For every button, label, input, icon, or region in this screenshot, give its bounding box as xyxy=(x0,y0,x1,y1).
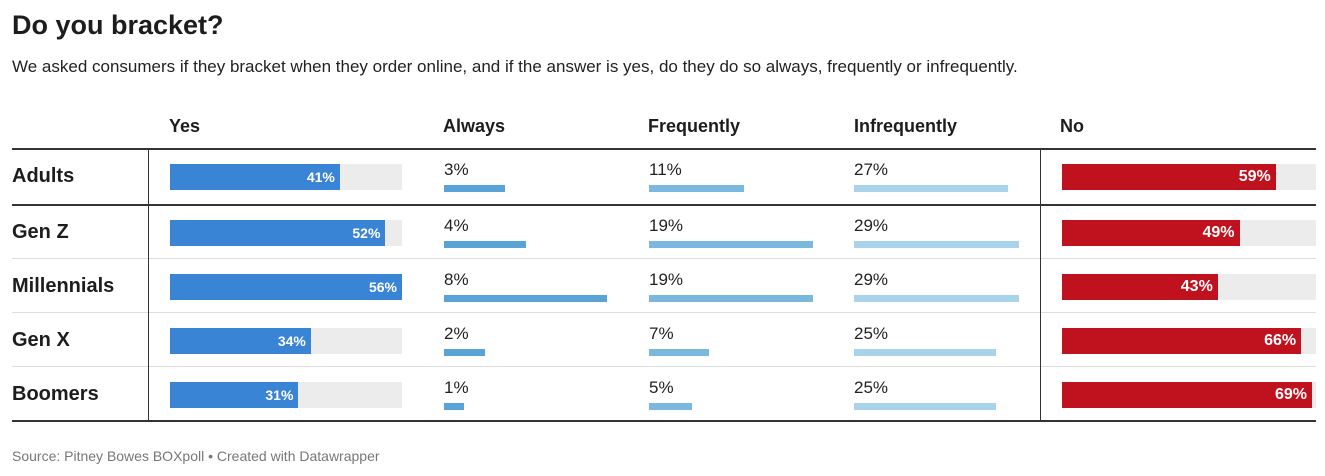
always-value: 3% xyxy=(444,160,469,179)
no-bar-track: 69% xyxy=(1062,382,1316,408)
always-value: 1% xyxy=(444,378,469,397)
frequently-bar xyxy=(649,185,744,192)
always-bar xyxy=(444,241,526,248)
yes-bar-label: 34% xyxy=(277,333,306,349)
column-divider xyxy=(1040,148,1041,422)
yes-bar-label: 52% xyxy=(352,225,381,241)
no-bar-track: 59% xyxy=(1062,164,1316,190)
infrequently-value: 25% xyxy=(854,378,889,397)
infrequently-value: 27% xyxy=(854,160,889,179)
yes-bar: 41% xyxy=(170,164,340,190)
infrequently-bar xyxy=(854,403,997,410)
header-rule xyxy=(12,148,1316,150)
always-value: 4% xyxy=(444,216,469,235)
yes-bar-label: 56% xyxy=(368,279,397,295)
infrequently-bar xyxy=(854,349,997,356)
row-rule xyxy=(12,366,1316,367)
row-label: Adults xyxy=(12,165,75,187)
yes-bar-track: 56% xyxy=(170,274,402,300)
yes-bar: 56% xyxy=(170,274,402,300)
header-frequently: Frequently xyxy=(648,116,741,136)
yes-bar-track: 34% xyxy=(170,328,402,354)
always-bar xyxy=(444,295,607,302)
always-value: 2% xyxy=(444,324,469,343)
frequently-value: 19% xyxy=(649,216,684,235)
header-always: Always xyxy=(443,116,506,136)
frequently-bar xyxy=(649,349,710,356)
infrequently-value: 29% xyxy=(854,270,889,289)
no-bar-label: 66% xyxy=(1264,332,1297,349)
no-bar: 66% xyxy=(1062,328,1302,354)
no-bar: 59% xyxy=(1062,164,1276,190)
yes-bar: 34% xyxy=(170,328,311,354)
no-bar-track: 66% xyxy=(1062,328,1316,354)
always-value: 8% xyxy=(444,270,469,289)
infrequently-value: 29% xyxy=(854,216,889,235)
frequently-value: 7% xyxy=(649,324,674,343)
no-bar: 43% xyxy=(1062,274,1218,300)
infrequently-value: 25% xyxy=(854,324,889,343)
no-bar-label: 69% xyxy=(1274,386,1307,403)
header-yes: Yes xyxy=(169,116,201,136)
frequently-value: 11% xyxy=(649,160,682,179)
chart-footer: Source: Pitney Bowes BOXpoll • Created w… xyxy=(12,448,380,464)
frequently-value: 19% xyxy=(649,270,684,289)
no-bar: 49% xyxy=(1062,220,1240,246)
yes-bar-label: 41% xyxy=(306,169,335,185)
row-label: Gen Z xyxy=(12,221,69,243)
header-no: No xyxy=(1060,116,1084,136)
frequently-bar xyxy=(649,403,693,410)
row-rule xyxy=(12,258,1316,259)
row-label: Boomers xyxy=(12,383,99,405)
infrequently-bar xyxy=(854,295,1019,302)
yes-bar: 31% xyxy=(170,382,299,408)
no-bar: 69% xyxy=(1062,382,1312,408)
frequently-bar xyxy=(649,241,813,248)
yes-bar-track: 52% xyxy=(170,220,402,246)
always-bar xyxy=(444,403,465,410)
header-infrequently: Infrequently xyxy=(854,116,958,136)
no-bar-label: 43% xyxy=(1180,278,1213,295)
chart-subtitle: We asked consumers if they bracket when … xyxy=(12,57,1018,76)
column-divider xyxy=(148,148,149,422)
yes-bar-track: 41% xyxy=(170,164,402,190)
always-bar xyxy=(444,349,485,356)
row-rule xyxy=(12,204,1316,206)
frequently-value: 5% xyxy=(649,378,674,397)
always-bar xyxy=(444,185,506,192)
infrequently-bar xyxy=(854,241,1019,248)
yes-bar-track: 31% xyxy=(170,382,402,408)
no-bar-track: 43% xyxy=(1062,274,1316,300)
bottom-rule xyxy=(12,420,1316,422)
frequently-bar xyxy=(649,295,813,302)
no-bar-label: 49% xyxy=(1202,224,1235,241)
chart-title: Do you bracket? xyxy=(12,10,224,40)
yes-bar: 52% xyxy=(170,220,386,246)
infrequently-bar xyxy=(854,185,1008,192)
no-bar-label: 59% xyxy=(1238,168,1271,185)
yes-bar-label: 31% xyxy=(265,387,294,403)
row-rule xyxy=(12,312,1316,313)
no-bar-track: 49% xyxy=(1062,220,1316,246)
row-label: Millennials xyxy=(12,275,115,297)
row-label: Gen X xyxy=(12,329,70,351)
